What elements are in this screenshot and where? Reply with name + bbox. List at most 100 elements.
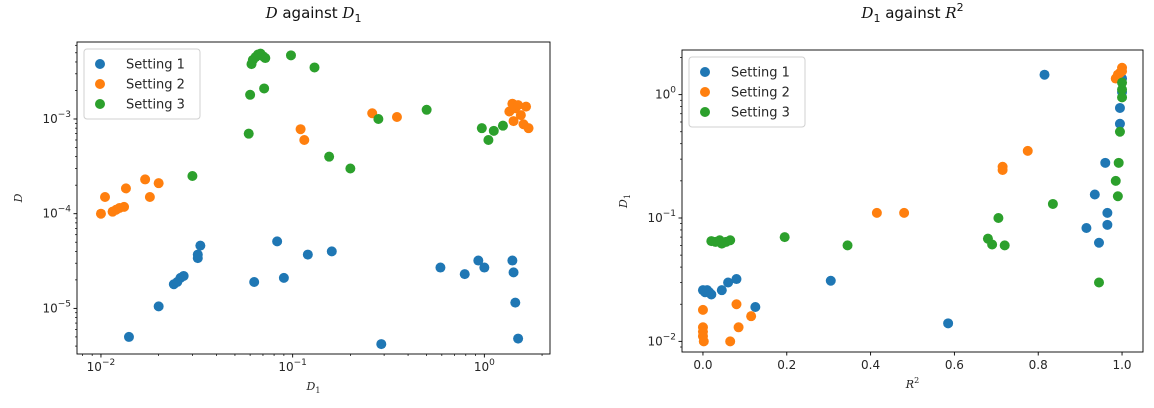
data-point — [285, 50, 296, 61]
data-point — [1102, 207, 1113, 218]
data-point — [272, 236, 283, 247]
data-point — [508, 267, 519, 278]
data-point — [1093, 277, 1104, 288]
data-point — [95, 208, 106, 219]
y-tick-label: 10−3 — [42, 110, 71, 126]
data-point — [249, 277, 260, 288]
data-point — [750, 301, 761, 312]
y-tick-label: 10−4 — [42, 205, 71, 221]
data-point — [299, 134, 310, 145]
data-point — [731, 274, 742, 285]
data-point — [479, 262, 490, 273]
data-point — [725, 336, 736, 347]
data-point — [733, 322, 744, 333]
data-point — [899, 207, 910, 218]
data-point — [140, 174, 151, 185]
data-point — [746, 311, 757, 322]
legend-label: Setting 1 — [126, 58, 185, 73]
legend-label: Setting 3 — [126, 98, 185, 113]
x-tick-label: 100 — [474, 358, 495, 374]
data-point — [178, 270, 189, 281]
legend-box — [83, 48, 201, 120]
data-point — [476, 123, 487, 134]
data-point — [698, 336, 709, 347]
data-point — [697, 304, 708, 315]
data-point — [507, 255, 518, 266]
data-point — [376, 339, 387, 350]
y-axis-label: D — [12, 193, 25, 203]
data-point — [508, 116, 519, 127]
data-point — [473, 255, 484, 266]
data-point — [993, 212, 1004, 223]
legend-label: Setting 1 — [731, 66, 790, 81]
data-point — [510, 297, 521, 308]
series-1 — [697, 69, 1128, 329]
series-3 — [706, 77, 1128, 288]
data-point — [488, 125, 499, 136]
data-point — [373, 113, 384, 124]
data-point — [515, 110, 526, 121]
x-axis-label: R2 — [905, 376, 919, 391]
legend-marker — [95, 79, 105, 89]
x-tick-label: 0.0 — [693, 358, 712, 372]
data-point — [260, 53, 271, 64]
data-point — [842, 240, 853, 251]
data-point — [723, 277, 734, 288]
legend-label: Setting 3 — [731, 106, 790, 121]
x-tick-label: 10−2 — [87, 358, 116, 374]
legend-label: Setting 2 — [731, 86, 790, 101]
data-point — [1093, 237, 1104, 248]
data-point — [187, 171, 198, 182]
series-1 — [123, 236, 524, 350]
data-point — [716, 285, 727, 296]
legend-marker — [700, 107, 710, 117]
data-point — [1114, 118, 1125, 129]
data-point — [153, 178, 164, 189]
data-point — [195, 240, 206, 251]
data-point — [513, 100, 524, 111]
data-point — [153, 301, 164, 312]
y-tick-label: 10−2 — [647, 332, 676, 348]
data-point — [421, 104, 432, 115]
data-point — [245, 89, 256, 100]
data-point — [1117, 92, 1128, 103]
data-point — [997, 161, 1008, 172]
data-point — [302, 249, 313, 260]
legend-label: Setting 2 — [126, 78, 185, 93]
data-point — [706, 289, 717, 300]
data-point — [1039, 69, 1050, 80]
data-point — [523, 123, 534, 134]
chart-title: D against D1 — [265, 4, 362, 25]
data-point — [243, 128, 254, 139]
legend-marker — [95, 99, 105, 109]
data-point — [825, 275, 836, 286]
data-point — [123, 331, 134, 342]
series-3 — [187, 48, 508, 182]
legend: Setting 1 Setting 2 Setting 3 — [83, 48, 201, 120]
data-point — [1100, 157, 1111, 168]
legend: Setting 1 Setting 2 Setting 3 — [688, 56, 806, 128]
data-point — [295, 124, 306, 135]
data-point — [513, 333, 524, 344]
x-axis-label: D1 — [306, 380, 321, 395]
plot-frame — [76, 41, 551, 355]
chart-title: D1 against R2 — [860, 1, 963, 25]
chart-1: D against D1 10−2 10−1 100 10−5 10−4 10−3 D1 D Se… — [12, 4, 551, 395]
data-point — [731, 299, 742, 310]
y-tick-label: 10−1 — [647, 209, 676, 225]
data-point — [999, 240, 1010, 251]
data-point — [192, 249, 203, 260]
x-tick-label: 0.8 — [1029, 358, 1048, 372]
data-point — [278, 272, 289, 283]
y-tick-label: 100 — [655, 86, 676, 102]
series-2 — [697, 62, 1128, 347]
legend-box — [688, 56, 806, 128]
legend-marker — [700, 67, 710, 77]
data-point — [459, 269, 470, 280]
x-tick-label: 0.2 — [777, 358, 796, 372]
y-tick-label: 10−5 — [42, 299, 71, 315]
x-tick-label: 10−1 — [278, 358, 307, 374]
chart-2: D1 against R2 0.0 0.2 0.4 0.6 0.8 1.0 10−2 10−1 1… — [617, 1, 1144, 391]
